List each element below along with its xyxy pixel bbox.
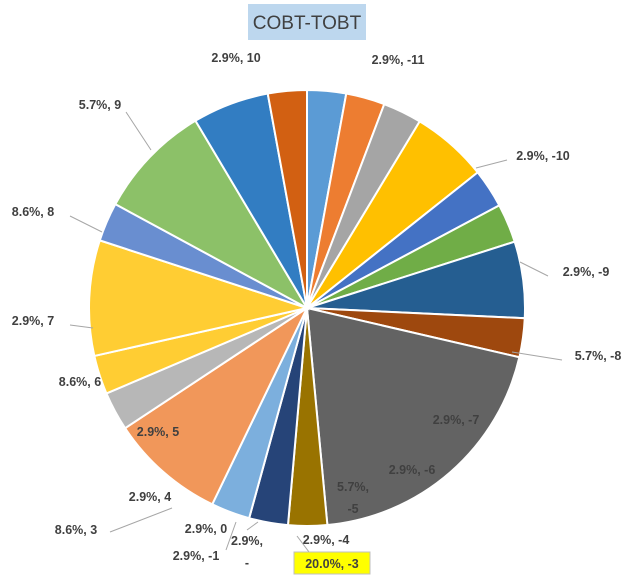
chart-title-background (248, 4, 366, 40)
leader-line--9 (519, 261, 549, 277)
pie-slice-8 (113, 119, 310, 311)
svg-text:2.9%, 4: 2.9%, 4 (129, 490, 171, 504)
pie-slice-10 (266, 88, 308, 309)
leader-line--8 (511, 351, 563, 361)
svg-text:20.0%, -3: 20.0%, -3 (305, 557, 359, 571)
data-label-9: 5.7%, 9 (79, 98, 121, 112)
data-label--3: 20.0%, -3 (293, 551, 371, 575)
svg-text:2.9%, 10: 2.9%, 10 (211, 51, 260, 65)
data-label-10: 2.9%, 10 (211, 51, 260, 65)
data-label--10: 2.9%, -10 (516, 149, 570, 163)
leader-line-9 (125, 111, 152, 151)
data-label-8: 8.6%, 8 (12, 205, 54, 219)
data-label-5: 2.9%, 5 (137, 425, 179, 439)
leader-line--10 (475, 159, 508, 169)
leader-line-7 (69, 324, 94, 329)
data-label--8: 5.7%, -8 (575, 349, 622, 363)
leader-lines (69, 111, 563, 557)
svg-text:2.9%, 7: 2.9%, 7 (12, 314, 54, 328)
svg-text:8.6%, 3: 8.6%, 3 (55, 523, 97, 537)
data-label--9: 2.9%, -9 (563, 265, 610, 279)
svg-text:2.9%, -4: 2.9%, -4 (303, 533, 350, 547)
chart-title: COBT-TOBT (248, 4, 366, 40)
leader-line--1 (225, 521, 237, 551)
data-label-0: 2.9%, 0 (185, 522, 227, 536)
svg-text:2.9%, 0: 2.9%, 0 (185, 522, 227, 536)
data-label-3: 8.6%, 3 (55, 523, 97, 537)
pie-slices (88, 88, 526, 527)
svg-text:2.9%, -7: 2.9%, -7 (433, 413, 480, 427)
svg-text:2.9%, -6: 2.9%, -6 (389, 463, 436, 477)
leader-line-3 (109, 507, 173, 533)
svg-text:2.9%, -11: 2.9%, -11 (372, 53, 425, 67)
data-label-4: 2.9%, 4 (129, 490, 171, 504)
data-label--5: 5.7%, -5 (337, 480, 369, 516)
svg-text:5.7%, 9: 5.7%, 9 (79, 98, 121, 112)
pie-slice-3 (123, 305, 310, 506)
pie-slice--3 (305, 306, 521, 527)
leader-line-8 (69, 215, 103, 233)
svg-text:2.9%, 5: 2.9%, 5 (137, 425, 179, 439)
svg-text:2.9%,-: 2.9%, - (231, 534, 263, 570)
svg-text:8.6%, 8: 8.6%, 8 (12, 205, 54, 219)
data-label--11: 2.9%, -11 (372, 53, 425, 67)
svg-text:5.7%,-5: 5.7%, -5 (337, 480, 369, 516)
data-label--4: 2.9%, -4 (303, 533, 350, 547)
data-label-6: 8.6%, 6 (59, 375, 101, 389)
svg-text:2.9%, -9: 2.9%, -9 (563, 265, 610, 279)
svg-text:8.6%, 6: 8.6%, 6 (59, 375, 101, 389)
svg-text:2.9%, -1: 2.9%, -1 (173, 549, 220, 563)
data-label--2: 2.9%, - (231, 534, 263, 570)
svg-text:5.7%, -8: 5.7%, -8 (575, 349, 622, 363)
data-label-7: 2.9%, 7 (12, 314, 54, 328)
data-labels: 2.9%, -11 2.9%, -10 2.9%, -9 5.7%, -8 2.9%, … (12, 51, 622, 575)
data-label-highlight (293, 551, 371, 575)
pie-slice-6 (88, 239, 311, 358)
data-label--6: 2.9%, -6 (389, 463, 436, 477)
leader-line--2 (246, 521, 259, 531)
chart-title-text: COBT-TOBT (253, 13, 362, 34)
svg-text:2.9%, -10: 2.9%, -10 (516, 149, 570, 163)
data-label--7: 2.9%, -7 (433, 413, 480, 427)
data-label--1: 2.9%, -1 (173, 549, 220, 563)
